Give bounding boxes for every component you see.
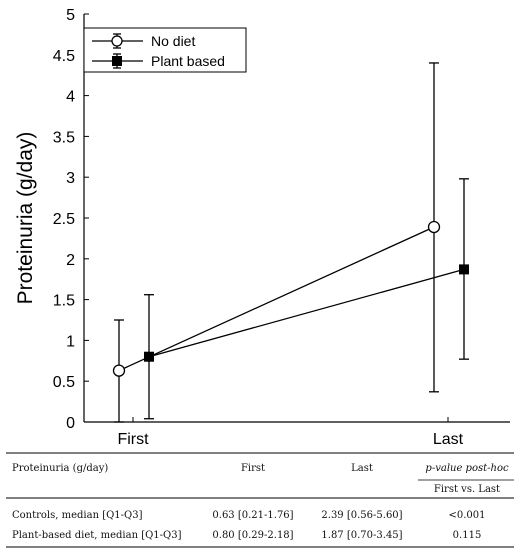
x-tick-label: Last: [433, 431, 464, 448]
legend-label: Plant based: [151, 53, 225, 69]
series-line: [118, 226, 435, 372]
data-point: [459, 264, 469, 275]
y-tick-label: 0: [66, 415, 75, 432]
y-tick-label: 3.5: [53, 129, 75, 146]
legend-marker-filled-square: [112, 56, 122, 66]
y-tick-label: 5: [66, 7, 75, 24]
x-ticks: First Last: [117, 417, 464, 448]
y-tick-label: 0.5: [53, 374, 75, 391]
table-cell: Controls, median [Q1-Q3]: [12, 510, 143, 521]
y-tick-label: 1.5: [53, 293, 75, 310]
legend: No diet Plant based: [83, 27, 247, 73]
legend-label: No diet: [151, 33, 195, 49]
y-ticks: 0 0.5 1 1.5 2 2.5 3 3.5 4 4.5 5: [53, 7, 89, 432]
table-header-last: Last: [351, 463, 373, 474]
table-header-measure: Proteinuria (g/day): [12, 463, 108, 474]
table-cell: <0.001: [448, 510, 485, 521]
data-point: [144, 351, 154, 362]
table-cell: 2.39 [0.56-5.60]: [321, 510, 402, 521]
y-tick-label: 3: [66, 170, 75, 187]
legend-box: [83, 27, 247, 73]
table-header-pvalue: p-value post-hoc: [425, 463, 509, 474]
series-line: [148, 268, 465, 358]
y-tick-label: 2: [66, 252, 75, 269]
table-cell: Plant-based diet, median [Q1-Q3]: [12, 530, 182, 541]
table-subheader: First vs. Last: [434, 484, 500, 495]
data-point: [427, 220, 441, 234]
legend-marker-open-circle: [111, 35, 123, 47]
series-0: [112, 62, 441, 423]
y-tick-label: 2.5: [53, 211, 75, 228]
summary-table: Proteinuria (g/day) First Last p-value p…: [6, 452, 514, 548]
y-tick-label: 4: [66, 89, 75, 106]
table-body: Controls, median [Q1-Q3] 0.63 [0.21-1.76]…: [12, 510, 486, 541]
data-point: [112, 364, 126, 377]
x-tick-label: First: [117, 431, 149, 448]
series-layer: [112, 62, 469, 423]
table-cell: 1.87 [0.70-3.45]: [321, 530, 402, 541]
table-cell: 0.80 [0.29-2.18]: [212, 530, 293, 541]
y-tick-label: 4.5: [53, 48, 75, 65]
table-cell: 0.63 [0.21-1.76]: [212, 510, 293, 521]
table-header-first: First: [241, 463, 265, 474]
table-row: Plant-based diet, median [Q1-Q3] 0.80 [0.…: [12, 530, 481, 541]
y-axis-label: Proteinuria (g/day): [14, 132, 37, 305]
proteinuria-chart: 0 0.5 1 1.5 2 2.5 3 3.5 4 4.5 5 First Last Proteinu…: [14, 7, 510, 448]
table-cell: 0.115: [453, 530, 482, 541]
table-row: Controls, median [Q1-Q3] 0.63 [0.21-1.76]…: [12, 510, 486, 521]
series-1: [144, 178, 469, 420]
y-tick-label: 1: [66, 333, 75, 350]
